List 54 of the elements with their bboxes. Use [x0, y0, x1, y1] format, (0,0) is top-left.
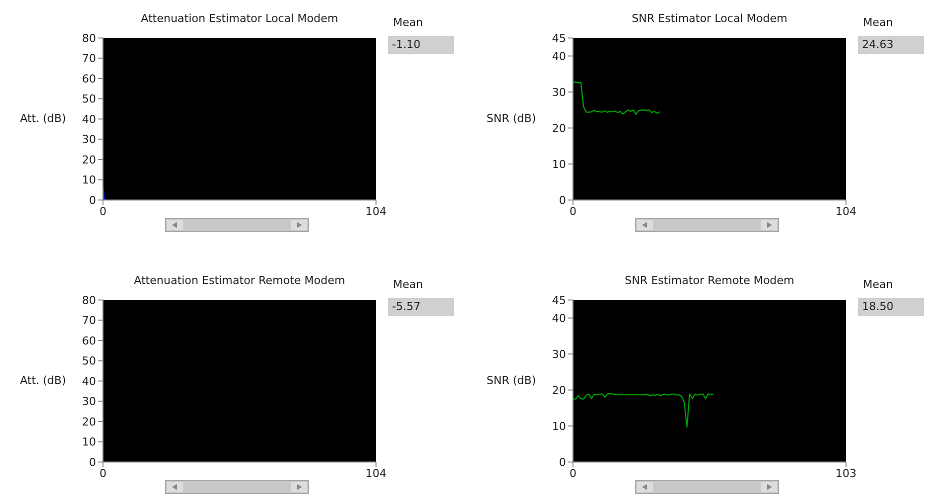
y-tick-label: 20 — [552, 122, 566, 135]
y-tick-label: 30 — [552, 86, 566, 99]
text: -5.57 — [388, 298, 454, 316]
chart-title: Attenuation Estimator Local Modem — [140, 12, 340, 25]
y-tick-label: 20 — [552, 384, 566, 397]
x-tick-label: 103 — [836, 466, 856, 480]
text: 24.63 — [858, 36, 924, 54]
y-tick-label: 10 — [82, 436, 96, 449]
y-tick-label: 50 — [82, 354, 96, 368]
y-axis-title: SNR (dB) — [486, 374, 536, 387]
y-tick-label: 70 — [82, 52, 96, 66]
x-tick-label: 104 — [366, 466, 386, 480]
text: Mean — [393, 16, 423, 29]
y-tick-label: 40 — [552, 312, 566, 325]
text: -1.10 — [388, 36, 454, 54]
y-tick-label: 50 — [82, 92, 96, 106]
x-tick-label: 104 — [836, 204, 856, 218]
chart-title: Attenuation Estimator Remote Modem — [132, 274, 346, 287]
y-tick-label: 10 — [552, 158, 566, 171]
y-tick-label: 30 — [82, 133, 96, 146]
x-tick-label: 104 — [366, 204, 386, 218]
text: Mean — [393, 278, 423, 291]
text: 18.50 — [858, 298, 924, 316]
y-axis-title: Att. (dB) — [18, 112, 66, 125]
y-tick-label: 45 — [552, 32, 566, 45]
x-tick-label: 0 — [100, 466, 106, 480]
x-tick-label: 0 — [570, 466, 576, 480]
y-tick-label: 0 — [89, 194, 96, 207]
y-tick-label: 80 — [82, 32, 96, 45]
y-tick-label: 10 — [82, 174, 96, 187]
y-tick-label: 45 — [552, 294, 566, 307]
y-tick-label: 70 — [82, 314, 96, 328]
y-tick-label: 20 — [82, 153, 96, 166]
chart-title: SNR Estimator Remote Modem — [624, 274, 796, 287]
y-tick-label: 30 — [82, 395, 96, 408]
text: Mean — [863, 16, 893, 29]
y-tick-label: 0 — [89, 456, 96, 469]
y-tick-label: 60 — [82, 334, 96, 348]
y-tick-label: 60 — [82, 72, 96, 86]
y-tick-label: 40 — [82, 112, 96, 126]
y-tick-label: 40 — [552, 50, 566, 63]
y-axis-title: SNR (dB) — [486, 112, 536, 125]
text: Mean — [863, 278, 893, 291]
chart-title: SNR Estimator Local Modem — [630, 12, 788, 25]
y-tick-label: 80 — [82, 294, 96, 307]
y-tick-label: 0 — [559, 194, 566, 207]
y-axis-title: Att. (dB) — [18, 374, 66, 387]
y-tick-label: 10 — [552, 420, 566, 433]
y-tick-label: 40 — [82, 374, 96, 388]
y-tick-label: 30 — [552, 348, 566, 361]
x-tick-label: 0 — [570, 204, 576, 218]
y-tick-label: 0 — [559, 456, 566, 469]
y-tick-label: 20 — [82, 415, 96, 428]
x-tick-label: 0 — [100, 204, 106, 218]
